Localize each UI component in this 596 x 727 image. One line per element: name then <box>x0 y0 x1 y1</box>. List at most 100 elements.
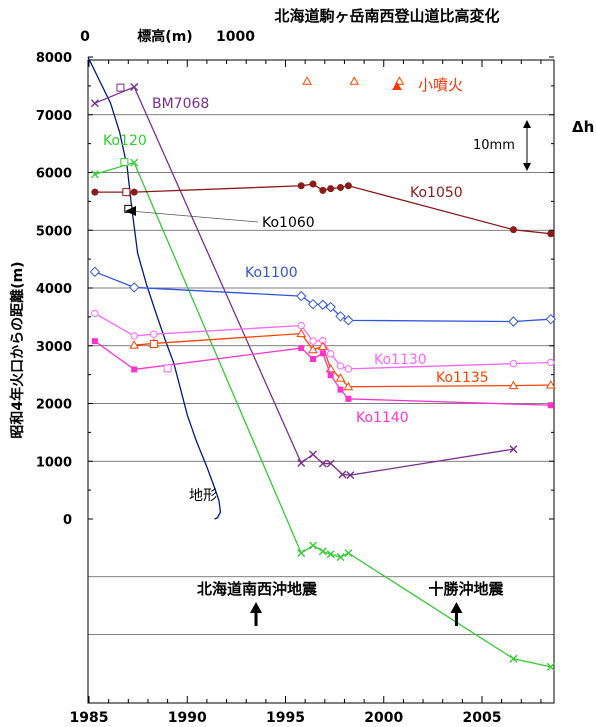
x-tick-label: 2000 <box>364 710 403 726</box>
top-tick-label: 0 <box>80 29 90 45</box>
y-tick-label: 3000 <box>36 340 72 355</box>
data-point <box>327 185 335 193</box>
scale-bar-label: 10mm <box>473 138 515 153</box>
data-point <box>319 350 326 357</box>
series-ko1140 <box>91 338 554 409</box>
series-line <box>94 161 551 668</box>
data-point <box>345 395 352 402</box>
data-point <box>307 298 319 310</box>
data-point <box>335 373 346 382</box>
series-line <box>134 332 551 388</box>
data-point <box>509 226 517 234</box>
data-point <box>116 83 125 92</box>
data-point <box>130 83 139 92</box>
delta-h-label: Δh <box>572 118 594 136</box>
data-point <box>309 337 317 345</box>
data-point <box>90 99 99 108</box>
event-arrow-head <box>250 602 263 613</box>
event-label: 北海道南西沖地震 <box>197 580 318 598</box>
scale-bar: 10mm <box>473 120 531 171</box>
data-point <box>344 182 352 190</box>
y-tick-label: 8000 <box>36 51 72 66</box>
y-axis-ticks: 0 1000 2000 3000 4000 5000 6000 7000 8000 <box>36 51 554 528</box>
data-point <box>547 402 554 409</box>
eruption-marker <box>394 76 405 85</box>
data-point <box>150 330 158 338</box>
series-ko1050 <box>91 180 555 238</box>
data-point <box>149 340 158 349</box>
series-bm7068 <box>90 83 518 480</box>
data-point <box>545 313 556 325</box>
data-point <box>336 553 345 562</box>
series-label-ko1135: Ko1135 <box>436 370 489 386</box>
data-point <box>130 332 138 340</box>
series-label-bm7068: BM7068 <box>152 96 209 112</box>
ko1060-pointer <box>129 210 259 223</box>
series-group <box>89 83 556 671</box>
series-ko1130 <box>91 309 555 373</box>
data-point <box>296 290 307 302</box>
y-tick-label: 7000 <box>36 109 72 124</box>
series-label-ko1050: Ko1050 <box>410 185 463 201</box>
eruption-marker <box>349 76 360 85</box>
data-point <box>337 386 344 393</box>
legend-eruption-label: 小噴火 <box>418 76 463 94</box>
data-point <box>547 358 555 367</box>
data-point <box>91 188 99 196</box>
data-point <box>327 372 334 379</box>
series-line <box>94 86 514 476</box>
data-point <box>309 541 318 550</box>
y-tick-label: 2000 <box>36 398 72 413</box>
data-point <box>508 316 519 327</box>
data-point <box>326 459 335 468</box>
terrain-profile <box>87 56 222 520</box>
data-point <box>547 230 555 238</box>
data-point <box>318 547 327 556</box>
eruption-marker <box>302 76 312 85</box>
data-point <box>128 282 140 293</box>
terrain-line <box>87 56 222 520</box>
data-point <box>509 359 518 368</box>
y-tick-label: 6000 <box>36 167 72 182</box>
series-label-ko1060: Ko1060 <box>262 215 315 231</box>
top-tick-label: 1000 <box>216 29 255 45</box>
data-point <box>508 380 519 390</box>
data-point <box>317 299 329 310</box>
series-labels: BM7068 Ko120 Ko1050 Ko1060 Ko1100 Ko1130 Ko113… <box>103 96 489 426</box>
data-point <box>297 458 306 467</box>
series-label-ko1100: Ko1100 <box>245 265 298 281</box>
x-tick-label: 1985 <box>70 710 109 726</box>
data-point <box>318 459 327 468</box>
plot-frame <box>87 59 555 704</box>
data-point <box>338 470 347 479</box>
eruption-markers <box>302 76 405 85</box>
terrain-label: 地形 <box>189 488 217 504</box>
data-point <box>326 350 335 358</box>
ko1060-arrowhead <box>125 206 136 216</box>
data-point <box>326 550 335 559</box>
x-tick-label: 1995 <box>266 710 305 726</box>
data-point <box>337 184 345 192</box>
event-arrow-head <box>450 602 463 613</box>
data-point <box>545 380 556 389</box>
data-point <box>129 340 140 349</box>
x-axis-ticks: 1985 1990 1995 2000 2005 <box>70 60 542 726</box>
data-point <box>509 445 518 454</box>
data-point <box>91 338 98 345</box>
series-label-ko120: Ko120 <box>103 133 147 149</box>
data-point <box>309 450 318 459</box>
data-point <box>163 364 172 373</box>
data-point <box>122 188 131 197</box>
top-axis-ticks: 0 1000 <box>80 29 255 45</box>
data-point <box>308 344 318 354</box>
series-ko1135 <box>129 328 556 391</box>
series-label-ko1140: Ko1140 <box>356 410 409 426</box>
data-point <box>319 186 327 194</box>
event-label: 十勝沖地震 <box>428 580 504 598</box>
terrain-crossing-markers <box>116 83 172 373</box>
data-point <box>296 328 307 338</box>
data-point <box>298 345 305 352</box>
data-point <box>317 341 328 350</box>
series-label-ko1130: Ko1130 <box>374 352 427 368</box>
data-point <box>90 170 99 179</box>
